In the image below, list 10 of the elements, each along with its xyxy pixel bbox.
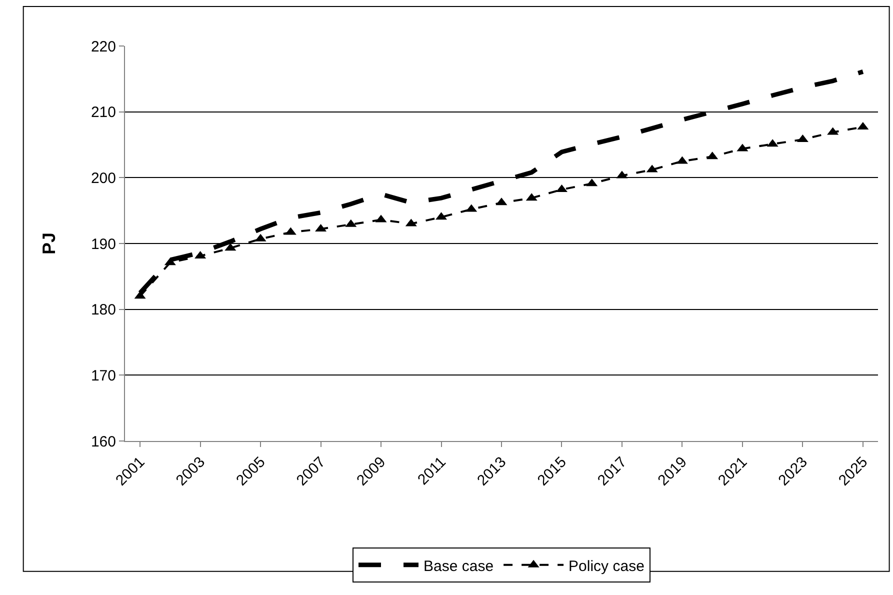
legend-label: Base case — [424, 558, 494, 575]
y-tick-label: 190 — [90, 236, 116, 253]
y-axis-title: PJ — [39, 232, 60, 255]
legend-label: Policy case — [568, 558, 644, 575]
y-tick-label: 180 — [90, 302, 116, 319]
y-tick-label: 220 — [90, 38, 116, 56]
y-tick-label: 160 — [90, 433, 116, 450]
y-tick-label: 170 — [90, 367, 116, 384]
y-tick-label: 200 — [90, 170, 116, 187]
y-tick-label: 210 — [90, 104, 116, 122]
